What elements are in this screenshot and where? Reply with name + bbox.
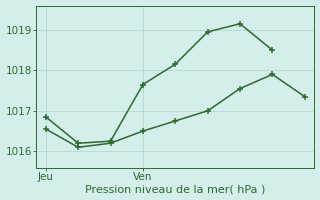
X-axis label: Pression niveau de la mer( hPa ): Pression niveau de la mer( hPa ) <box>85 184 266 194</box>
